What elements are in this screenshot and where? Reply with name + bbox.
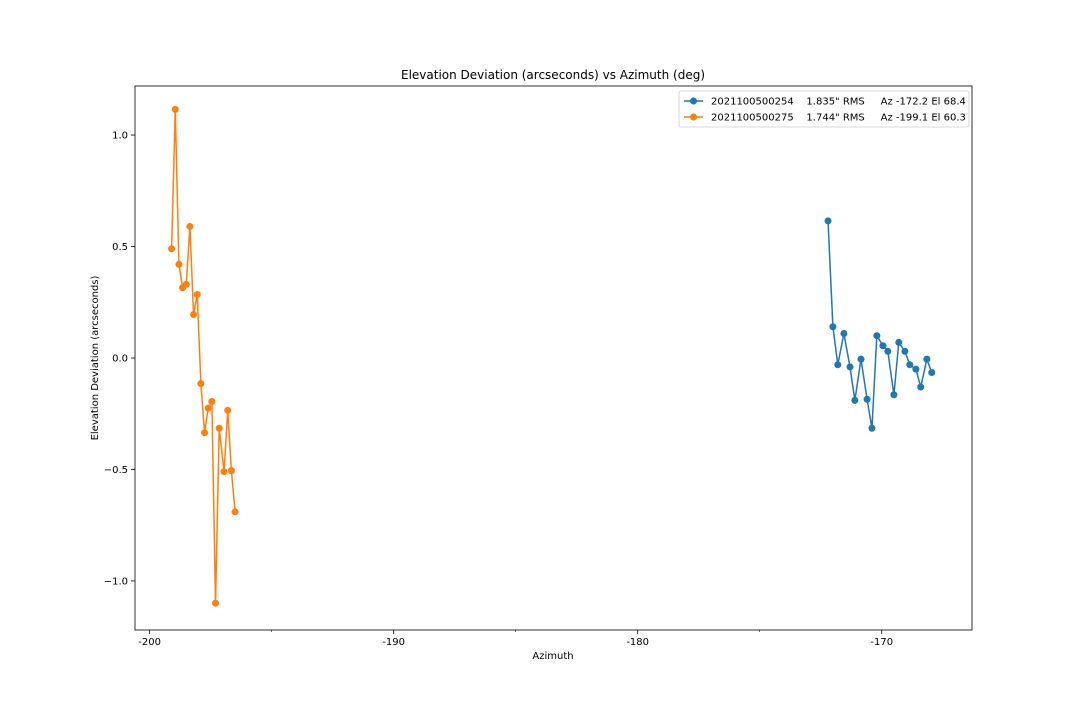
data-point <box>208 397 216 405</box>
data-point <box>863 395 871 403</box>
data-point <box>182 280 190 288</box>
data-point <box>884 347 892 355</box>
data-point <box>201 429 209 437</box>
data-point <box>175 260 183 268</box>
series-line <box>827 220 933 429</box>
x-tick-label: -180 <box>626 637 649 648</box>
data-point <box>895 338 903 346</box>
chart-title: Elevation Deviation (arcseconds) vs Azim… <box>401 68 705 82</box>
y-tick-label: −1.0 <box>104 576 128 587</box>
legend-label: 2021100500254 1.835" RMS Az -172.2 El 68… <box>711 97 966 108</box>
legend: 2021100500254 1.835" RMS Az -172.2 El 68… <box>678 90 970 128</box>
series-2 <box>168 105 239 607</box>
x-tick-label: -200 <box>138 637 161 648</box>
plot-area <box>134 85 973 631</box>
data-point <box>829 323 837 331</box>
series-1 <box>824 217 936 432</box>
data-point <box>215 424 223 432</box>
data-point <box>890 391 898 399</box>
data-point <box>879 342 887 350</box>
data-point <box>171 105 179 113</box>
series-line <box>170 108 236 604</box>
y-axis: −1.0 −0.5 0.0 0.5 1.0 <box>104 131 135 587</box>
data-point <box>923 355 931 363</box>
legend-item: 2021100500275 1.744" RMS Az -199.1 El 60… <box>684 113 966 124</box>
data-point <box>857 355 865 363</box>
data-point <box>193 290 201 298</box>
data-point <box>868 424 876 432</box>
data-point <box>186 222 194 230</box>
data-point <box>197 380 205 388</box>
data-point <box>224 406 232 414</box>
data-point <box>168 245 176 253</box>
data-point <box>906 361 914 369</box>
data-point <box>220 468 228 476</box>
data-point <box>824 217 832 225</box>
data-point <box>928 368 936 376</box>
x-axis-label: Azimuth <box>532 651 573 662</box>
series-layer <box>168 105 936 607</box>
x-tick-label: -190 <box>382 637 405 648</box>
y-tick-label: 0.0 <box>112 354 128 365</box>
data-point <box>912 365 920 373</box>
y-tick-label: 0.5 <box>112 242 128 253</box>
legend-box <box>678 90 970 128</box>
x-axis: -200 -190 -180 -170 <box>138 630 893 648</box>
x-tick-label: -170 <box>870 637 893 648</box>
data-point <box>873 332 881 340</box>
legend-marker <box>690 97 697 105</box>
data-point <box>204 404 212 412</box>
y-axis-label: Elevation Deviation (arcseconds) <box>90 275 101 440</box>
data-point <box>231 508 239 516</box>
data-point <box>846 363 854 371</box>
data-point <box>212 599 220 607</box>
data-point <box>227 467 235 475</box>
data-point <box>917 383 925 391</box>
y-tick-label: −0.5 <box>104 465 128 476</box>
data-point <box>840 329 848 337</box>
legend-label: 2021100500275 1.744" RMS Az -199.1 El 60… <box>711 113 966 124</box>
legend-marker <box>690 113 697 121</box>
y-tick-label: 1.0 <box>112 131 128 142</box>
data-point <box>901 347 909 355</box>
data-point <box>190 311 198 319</box>
data-point <box>851 396 859 404</box>
data-point <box>834 361 842 369</box>
legend-item: 2021100500254 1.835" RMS Az -172.2 El 68… <box>684 97 966 108</box>
